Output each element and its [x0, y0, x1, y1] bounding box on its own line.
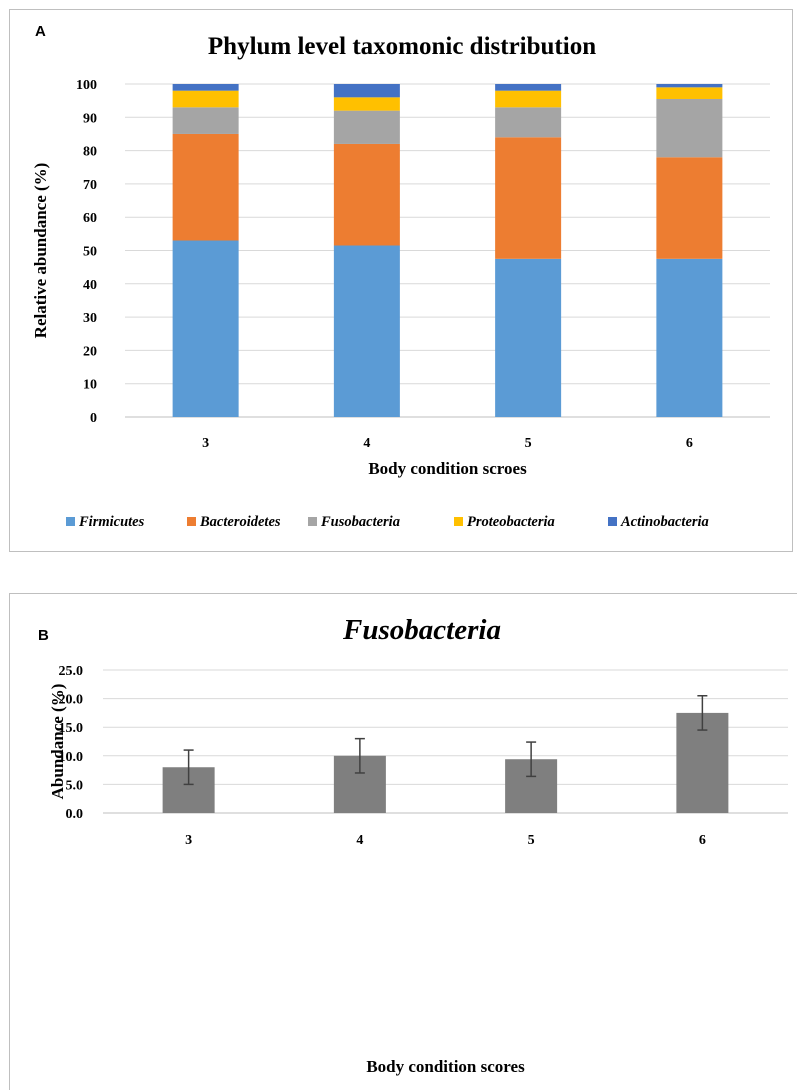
x-tick-label: 5	[525, 436, 532, 451]
y-tick-label: 20.0	[59, 693, 84, 708]
legend-swatch	[454, 517, 463, 526]
panel-a: A Phylum level taxomonic distribution 0 10…	[9, 9, 793, 552]
panel-b-label: B	[38, 627, 49, 644]
bar-segment-fusobacteria	[172, 107, 239, 134]
y-tick-label: 10.0	[59, 750, 84, 765]
stacked-bar-chart: Phylum level taxomonic distribution 0 10 20…	[31, 33, 770, 530]
x-tick-label: 3	[202, 436, 209, 451]
bar-segment-actinobacteria	[656, 84, 723, 88]
bar-segment-bacteroidetes	[656, 157, 723, 259]
y-tick-label: 30	[83, 311, 97, 326]
bar-segment-fusobacteria	[495, 107, 562, 138]
legend-label: Bacteroidetes	[199, 514, 281, 530]
bar-segment-fusobacteria	[333, 110, 400, 144]
y-tick-label: 40	[83, 278, 97, 293]
y-tick-label: 80	[83, 145, 97, 160]
legend-label: Actinobacteria	[620, 514, 709, 530]
x-axis-label: Body condition scores	[366, 1057, 525, 1076]
bar-segment-bacteroidetes	[495, 137, 562, 259]
error-bar-chart: Fusobacteria 0.0 5.0 10.0 15.0 20.0 25.0 3 4 5 6 Bo…	[48, 614, 788, 1076]
chart-title: Phylum level taxomonic distribution	[208, 33, 596, 60]
bar-segment-actinobacteria	[333, 84, 400, 98]
legend-label: Proteobacteria	[467, 514, 555, 530]
y-tick-label: 15.0	[59, 721, 84, 736]
y-tick-label: 10	[83, 378, 97, 393]
legend-swatch	[187, 517, 196, 526]
x-tick-label: 5	[528, 833, 535, 848]
bar-segment-firmicutes	[495, 258, 562, 417]
bar-segment-firmicutes	[333, 245, 400, 417]
y-tick-label: 60	[83, 211, 97, 226]
bar-segment-firmicutes	[656, 258, 723, 417]
x-tick-label: 4	[356, 833, 363, 848]
panel-b: B Fusobacteria 0.0 5.0 10.0 15.0 20.0 25.0 3 4 5 6…	[9, 593, 797, 1090]
y-tick-label: 20	[83, 344, 97, 359]
x-tick-label: 4	[363, 436, 370, 451]
y-axis-label: Abundance (%)	[48, 684, 67, 800]
y-axis-label: Relative abundance (%)	[31, 163, 50, 339]
bar-segment-firmicutes	[172, 240, 239, 417]
legend-label: Fusobacteria	[320, 514, 400, 530]
x-tick-label: 6	[699, 833, 706, 848]
y-tick-label: 5.0	[66, 778, 84, 793]
x-tick-label: 6	[686, 436, 693, 451]
chart-title: Fusobacteria	[342, 614, 501, 646]
bar-segment-bacteroidetes	[172, 133, 239, 241]
y-tick-label: 0.0	[66, 807, 84, 822]
bar-segment-fusobacteria	[656, 98, 723, 158]
bar-segment-proteobacteria	[172, 90, 239, 108]
y-tick-label: 100	[76, 78, 97, 93]
x-tick-label: 3	[185, 833, 192, 848]
y-tick-label: 90	[83, 111, 97, 126]
legend-swatch	[608, 517, 617, 526]
bar-segment-proteobacteria	[495, 90, 562, 108]
y-tick-label: 70	[83, 178, 97, 193]
bar-segment-actinobacteria	[495, 84, 562, 91]
bar-segment-proteobacteria	[656, 87, 723, 99]
y-tick-label: 50	[83, 245, 97, 260]
legend-label: Firmicutes	[78, 514, 145, 530]
x-axis-label: Body condition scroes	[368, 459, 527, 478]
bar-segment-actinobacteria	[172, 84, 239, 91]
y-tick-label: 0	[90, 411, 97, 426]
legend-swatch	[66, 517, 75, 526]
bar-segment-bacteroidetes	[333, 143, 400, 246]
legend-swatch	[308, 517, 317, 526]
bar-segment-proteobacteria	[333, 97, 400, 111]
panel-a-label: A	[35, 23, 46, 40]
y-tick-label: 25.0	[59, 664, 84, 679]
